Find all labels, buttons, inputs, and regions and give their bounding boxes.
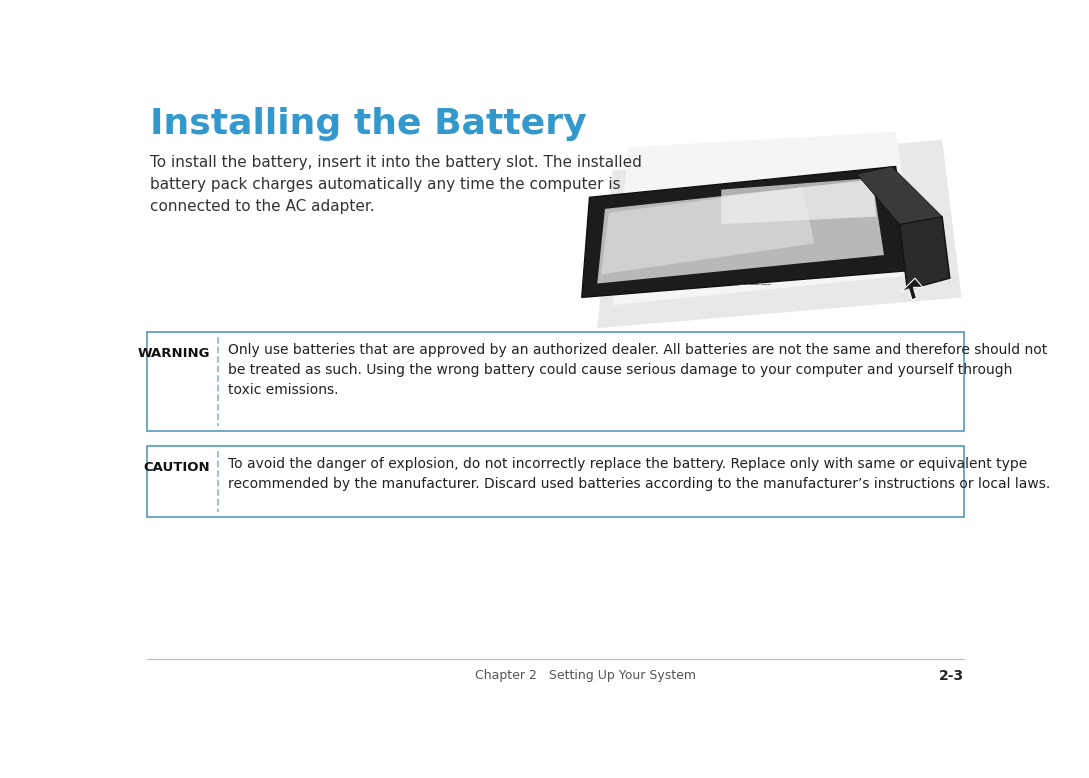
Text: 2-3: 2-3 bbox=[939, 669, 964, 683]
Polygon shape bbox=[900, 216, 950, 289]
Text: WARNING: WARNING bbox=[137, 348, 210, 360]
Text: To install the battery, insert it into the battery slot. The installed
battery p: To install the battery, insert it into t… bbox=[150, 155, 641, 215]
Text: Chapter 2   Setting Up Your System: Chapter 2 Setting Up Your System bbox=[475, 669, 696, 682]
Polygon shape bbox=[597, 139, 962, 328]
Polygon shape bbox=[857, 166, 942, 224]
Polygon shape bbox=[601, 187, 815, 275]
Polygon shape bbox=[901, 279, 922, 300]
Polygon shape bbox=[597, 180, 884, 283]
Bar bbox=[147, 446, 964, 517]
Text: ─── ─── ───: ─── ─── ─── bbox=[738, 283, 771, 289]
Text: To avoid the danger of explosion, do not incorrectly replace the battery. Replac: To avoid the danger of explosion, do not… bbox=[229, 457, 1051, 491]
Text: Installing the Battery: Installing the Battery bbox=[150, 107, 587, 142]
Polygon shape bbox=[721, 178, 877, 224]
Polygon shape bbox=[613, 131, 919, 305]
Text: Only use batteries that are approved by an authorized dealer. All batteries are : Only use batteries that are approved by … bbox=[229, 343, 1048, 397]
Bar bbox=[147, 332, 964, 430]
Polygon shape bbox=[582, 166, 911, 297]
Text: CAUTION: CAUTION bbox=[143, 461, 210, 475]
